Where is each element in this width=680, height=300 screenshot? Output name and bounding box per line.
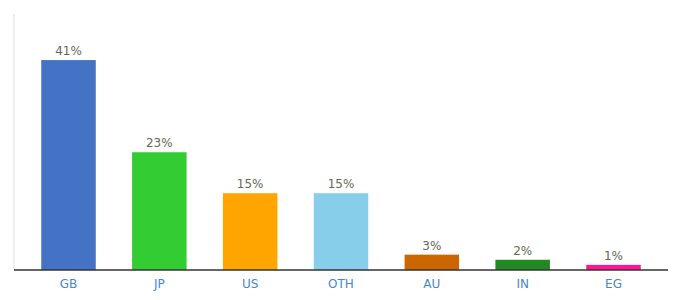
bar xyxy=(41,60,96,270)
bar xyxy=(586,265,641,270)
data-label: 41% xyxy=(55,44,82,58)
x-tick-label: OTH xyxy=(328,277,354,291)
data-label: 15% xyxy=(328,177,355,191)
bar xyxy=(314,193,369,270)
y-axis-line xyxy=(14,14,15,270)
bar xyxy=(495,260,549,270)
plot-area: 41% 23% 15% 15% 3% 2% 1% GB JP US OTH AU IN EG xyxy=(14,14,668,291)
x-tick-label: JP xyxy=(153,277,165,291)
x-axis-line xyxy=(14,269,668,271)
data-label: 1% xyxy=(604,249,623,263)
x-tick-label: AU xyxy=(423,277,440,291)
bar xyxy=(405,255,460,270)
bars xyxy=(41,60,641,270)
bar xyxy=(223,193,278,270)
bar xyxy=(132,152,187,270)
data-labels: 41% 23% 15% 15% 3% 2% 1% xyxy=(55,44,623,263)
data-label: 3% xyxy=(422,239,441,253)
data-label: 15% xyxy=(237,177,264,191)
chart: 41% 23% 15% 15% 3% 2% 1% GB JP US OTH AU IN EG xyxy=(0,0,680,300)
data-label: 23% xyxy=(146,136,173,150)
x-tick-label: GB xyxy=(60,277,78,291)
data-label: 2% xyxy=(513,244,532,258)
x-tick-label: EG xyxy=(605,277,622,291)
page: {"chart_data": {"type": "bar", "categori… xyxy=(0,0,680,300)
x-ticks: GB JP US OTH AU IN EG xyxy=(60,277,622,291)
chart-container: 41% 23% 15% 15% 3% 2% 1% GB JP US OTH AU IN EG xyxy=(0,0,680,300)
x-tick-label: IN xyxy=(516,277,529,291)
x-tick-label: US xyxy=(242,277,258,291)
